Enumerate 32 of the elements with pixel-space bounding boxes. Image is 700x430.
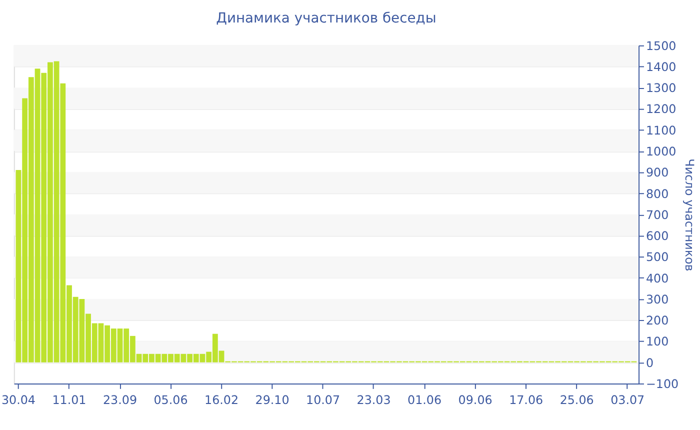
y-tick-label: 100 <box>646 334 669 349</box>
y-tick-label: 1200 <box>646 102 676 116</box>
x-tick-label: 23.03 <box>356 392 391 407</box>
x-tick-label: 10.07 <box>306 392 340 407</box>
x-tick-label: 25.06 <box>560 392 594 407</box>
y-tick-label: 900 <box>646 166 669 180</box>
y-tick-label: −100 <box>646 376 679 391</box>
y-tick-label: 200 <box>646 314 669 328</box>
y-tick-label: 1400 <box>646 60 676 74</box>
y-tick-label: 1500 <box>646 38 676 53</box>
x-tick-label: 09.06 <box>458 392 492 407</box>
x-tick-label: 05.06 <box>154 392 188 407</box>
x-tick-label: 29.10 <box>255 392 290 407</box>
y-tick-label: 300 <box>646 292 669 306</box>
chart-title: Динамика участников беседы <box>216 10 436 27</box>
y-tick-label: 1100 <box>646 123 676 138</box>
x-tick-label: 11.01 <box>52 392 86 407</box>
x-tick-label: 23.09 <box>103 392 137 407</box>
x-tick-label: 16.02 <box>204 392 239 407</box>
y-tick-label: 500 <box>646 250 669 264</box>
y-tick-label: 700 <box>646 208 669 222</box>
y-tick-label: 600 <box>646 229 669 244</box>
y-tick-label: 0 <box>646 356 654 370</box>
x-tick-label: 01.06 <box>408 392 442 407</box>
y-tick-label: 800 <box>646 186 669 201</box>
y-axis-title: Число участников <box>682 158 697 272</box>
y-tick-label: 1300 <box>646 81 676 96</box>
y-tick-label: 1000 <box>646 144 676 158</box>
y-tick-label: 400 <box>646 271 669 286</box>
x-tick-label: 03.07 <box>610 392 645 407</box>
x-tick-label: 17.06 <box>509 392 544 407</box>
x-tick-label: 30.04 <box>1 392 36 407</box>
